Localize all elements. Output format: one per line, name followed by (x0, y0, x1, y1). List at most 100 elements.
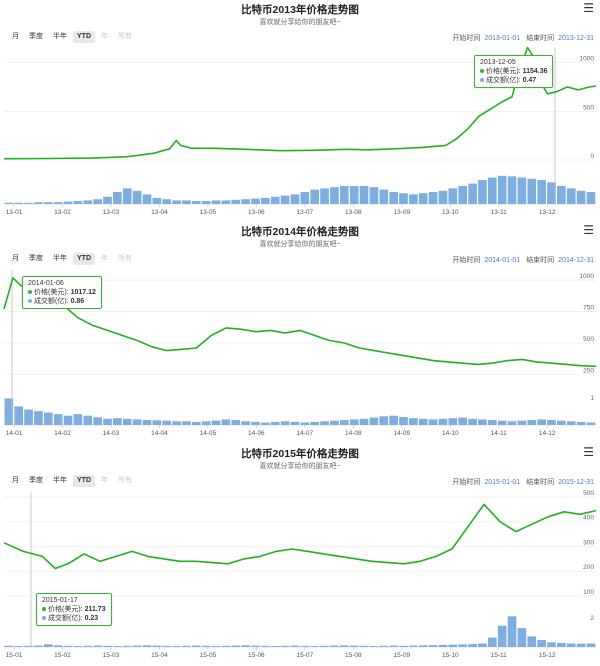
y-tick-label: 1000 (580, 273, 595, 280)
price-chart-svg[interactable]: 100 200 300 400 500 2 15-01 15-02 15-03 15-04 15-0… (0, 444, 600, 666)
chart-title: 比特币2014年价格走势图 (241, 226, 359, 238)
volume-bar (448, 418, 458, 425)
chart-title: 比特币2015年价格走势图 (241, 448, 359, 460)
volume-bar (191, 421, 201, 425)
volume-bar (389, 415, 398, 425)
tab-ytd[interactable]: YTD (73, 475, 95, 487)
tab-half-year[interactable]: 半年 (53, 33, 67, 40)
chart-panel-2013: 比特币2013年价格走势图 喜欢就分享给你的朋友吧~ ☰ 月 季度 半年 YTD… (0, 0, 600, 222)
volume-bar (389, 192, 398, 204)
volume-bar (537, 419, 546, 425)
x-tick-label: 13-04 (151, 209, 168, 216)
tab-all[interactable]: 所有 (118, 255, 132, 262)
volume-bar (142, 420, 152, 425)
range-tabs: 月 季度 半年 YTD 年 所有 (8, 475, 136, 487)
tooltip-date: 2013-12-05 (480, 59, 516, 66)
volume-bar (142, 645, 152, 647)
volume-bar (122, 645, 132, 647)
volume-bar (428, 645, 438, 647)
volume-bar (63, 645, 73, 647)
x-tick-label: 13-09 (393, 209, 410, 216)
x-tick-label: 14-03 (103, 430, 120, 437)
volume-bar (152, 420, 162, 425)
x-tick-label: 15-03 (103, 652, 120, 659)
tab-half-year[interactable]: 半年 (53, 255, 67, 262)
volume-bar (251, 645, 260, 647)
volume-bar (201, 645, 211, 647)
volume-bar (359, 418, 369, 425)
volume-bar (34, 411, 43, 425)
volume-bar (399, 645, 408, 647)
x-tick-label: 13-05 (200, 209, 217, 216)
volume-bar (182, 645, 191, 647)
tab-all[interactable]: 所有 (118, 33, 132, 40)
volume-dot-icon (28, 299, 32, 304)
volume-bar (211, 200, 221, 204)
volume-bar (369, 187, 379, 204)
end-date-input[interactable]: 2014-12-31 (558, 257, 594, 264)
end-date-input[interactable]: 2015-12-31 (558, 479, 594, 486)
tab-quarter[interactable]: 季度 (29, 477, 43, 484)
volume-bar (221, 200, 231, 204)
start-date-label: 开始时间 (452, 257, 481, 264)
volume-bar (4, 645, 14, 647)
tab-quarter[interactable]: 季度 (29, 33, 43, 40)
volume-bar (132, 190, 142, 204)
volume-bar (379, 416, 389, 425)
tooltip-volume-row: 成交额(亿): 0.47 (480, 76, 547, 85)
tab-all[interactable]: 所有 (118, 477, 132, 484)
volume-bar (438, 644, 448, 647)
hamburger-menu-icon[interactable]: ☰ (583, 223, 594, 237)
volume-bar (182, 421, 191, 425)
tab-year[interactable]: 年 (101, 477, 108, 484)
x-tick-label: 14-06 (248, 430, 265, 437)
volume-bar (468, 644, 477, 647)
volume-bar (586, 643, 596, 647)
y-tick-label: 400 (583, 515, 594, 522)
volume-bar (487, 637, 497, 647)
tab-ytd[interactable]: YTD (73, 253, 95, 265)
x-tick-label: 14-09 (393, 430, 410, 437)
start-date-input[interactable]: 2014-01-01 (484, 257, 521, 264)
start-date-label: 开始时间 (452, 35, 481, 42)
volume-bar (418, 645, 428, 647)
price-chart-svg[interactable]: 0 500 1000 13-01 13-02 13-03 13-04 13-05 13-06 13… (0, 0, 600, 222)
volume-bar (14, 202, 24, 204)
price-chart-svg[interactable]: 250 500 750 1000 1 14-01 14-02 14-03 14-04 14-05 1… (0, 222, 600, 444)
start-date-input[interactable]: 2013-01-01 (484, 35, 521, 42)
tab-year[interactable]: 年 (101, 255, 108, 262)
tab-half-year[interactable]: 半年 (53, 477, 67, 484)
hamburger-menu-icon[interactable]: ☰ (583, 1, 594, 15)
end-date-input[interactable]: 2013-12-31 (558, 35, 594, 42)
volume-bar (428, 419, 438, 425)
tab-month[interactable]: 月 (12, 33, 19, 40)
volume-bar (300, 422, 310, 425)
tab-month[interactable]: 月 (12, 255, 19, 262)
y-tick-label: 200 (583, 564, 594, 571)
tooltip-price-row: 价格(美元): 1154.36 (480, 67, 547, 76)
price-dot-icon (480, 69, 484, 74)
volume-bar (172, 421, 181, 425)
volume-bar (270, 196, 280, 204)
tab-year[interactable]: 年 (101, 33, 108, 40)
volume-bar (251, 421, 260, 425)
start-date-input[interactable]: 2015-01-01 (484, 479, 521, 486)
volume-bar (201, 421, 211, 425)
volume-bar (142, 194, 152, 204)
tab-month[interactable]: 月 (12, 477, 19, 484)
x-tick-label: 14-05 (200, 430, 217, 437)
price-tooltip: 2015-01-17 价格(美元): 211.73 成交额(亿): 0.23 (36, 593, 112, 626)
tooltip-date: 2014-01-06 (28, 280, 64, 287)
tab-quarter[interactable]: 季度 (29, 255, 43, 262)
volume-bar (478, 643, 487, 647)
volume-bar (320, 421, 329, 425)
volume-bar (349, 645, 359, 647)
tab-ytd[interactable]: YTD (73, 31, 95, 43)
x-tick-label: 14-11 (491, 430, 508, 437)
end-date-label: 结束时间 (526, 35, 555, 42)
volume-bar (113, 418, 122, 425)
volume-bar (251, 198, 260, 204)
volume-bar (73, 646, 83, 647)
volume-bar (132, 645, 142, 647)
hamburger-menu-icon[interactable]: ☰ (583, 445, 594, 459)
